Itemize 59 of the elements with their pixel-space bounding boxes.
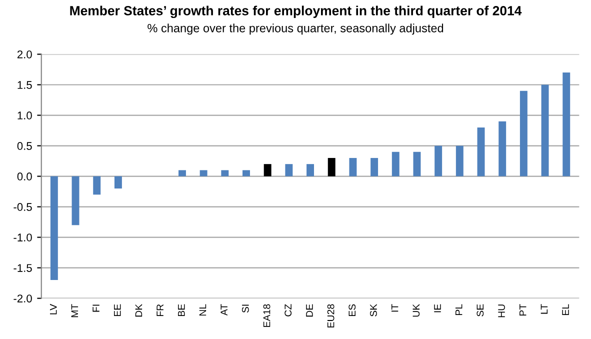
x-tick-label: DK: [135, 304, 142, 317]
x-tick-label: LT: [540, 304, 548, 314]
x-tick-label: SK: [370, 304, 377, 316]
bar: [392, 152, 400, 176]
x-tick-label: NL: [199, 304, 206, 316]
y-tick-label: 1.5: [18, 81, 32, 89]
x-tick-label: SI: [242, 304, 249, 313]
y-tick-label: 0.5: [17, 142, 32, 150]
x-tick-label: EA18: [263, 304, 270, 327]
bar: [178, 170, 186, 176]
bar: [114, 176, 122, 188]
y-tick-label: 1.0: [18, 112, 32, 120]
bar: [306, 164, 314, 176]
bar: [200, 170, 208, 176]
bar: [72, 176, 80, 226]
x-tick-label: MT: [71, 304, 78, 318]
x-tick-label: PL: [455, 304, 462, 315]
y-tick-label: -1.0: [14, 234, 32, 242]
bar: [221, 170, 229, 176]
x-tick-label: EE: [114, 304, 121, 316]
x-tick-label: IT: [391, 304, 398, 312]
x-tick-label: PT: [520, 304, 526, 316]
bar: [477, 127, 485, 176]
x-tick-label: ES: [348, 304, 356, 316]
bar: [242, 170, 250, 176]
x-tick-label: SE: [476, 304, 484, 316]
x-tick-label: FI: [92, 304, 100, 312]
bar: [498, 121, 506, 176]
x-tick-label: HU: [498, 304, 505, 318]
x-tick-label: DE: [306, 304, 313, 317]
x-tick-label: IE: [434, 304, 441, 312]
y-tick-label: 2.0: [17, 50, 32, 58]
bar: [413, 152, 421, 176]
bar: [50, 176, 58, 280]
x-tick-label: EL: [562, 304, 569, 315]
x-tick-label: EU28: [327, 304, 334, 328]
y-tick-label: -0.5: [14, 203, 32, 211]
x-tick-label: UK: [412, 304, 420, 317]
bar: [349, 158, 357, 176]
y-tick-label: -2.0: [14, 294, 32, 302]
chart-title: Member States’ growth rates for employment in the third quarter of 2014: [70, 6, 522, 18]
x-tick-label: AT: [220, 304, 228, 316]
bar: [370, 158, 378, 176]
bar: [456, 146, 464, 176]
y-tick-label: -1.5: [14, 264, 32, 272]
x-tick-label: CZ: [284, 304, 292, 316]
bar: [434, 146, 442, 176]
bar: [520, 90, 528, 176]
bar: [328, 158, 336, 176]
y-tick-label: 0.0: [17, 172, 32, 180]
bar: [541, 84, 549, 176]
bar: [93, 176, 101, 195]
x-tick-label: FR: [156, 304, 164, 316]
x-tick-label: LV: [50, 304, 57, 314]
bar: [264, 164, 272, 176]
bar: [285, 164, 293, 176]
bar: [562, 72, 570, 176]
chart-subtitle: % change over the previous quarter, seasonally adjusted: [148, 24, 444, 35]
x-tick-label: BE: [178, 304, 185, 316]
